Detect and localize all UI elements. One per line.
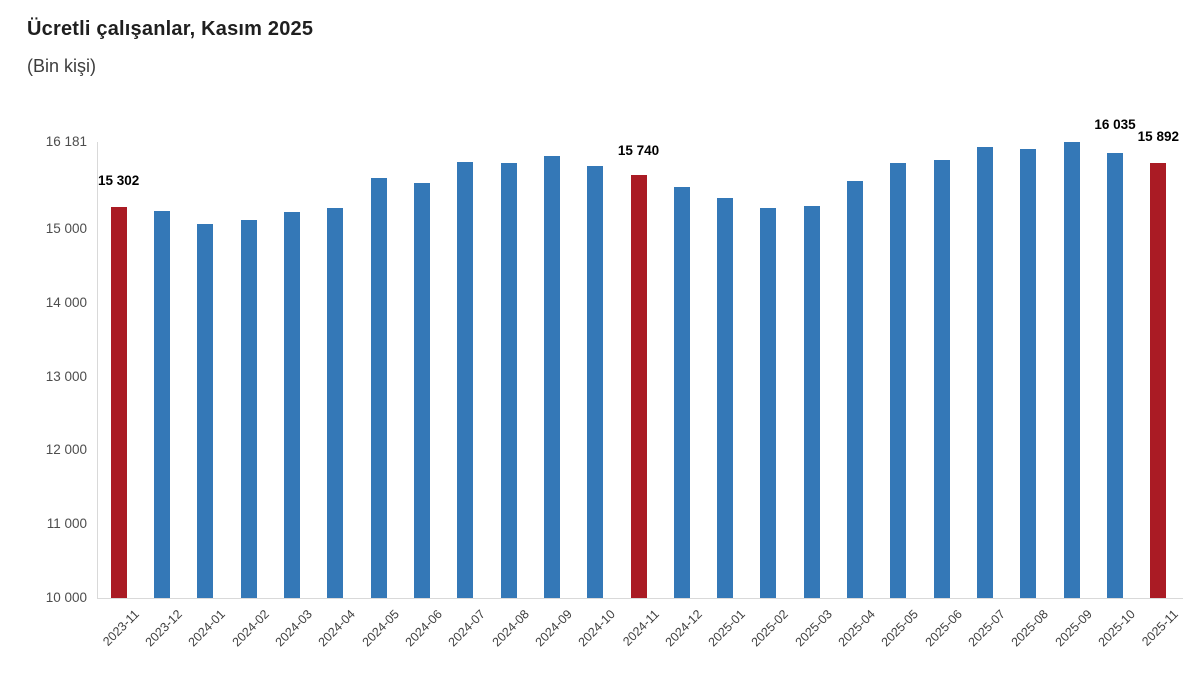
x-tick-label: 2025-10 bbox=[1095, 607, 1138, 650]
x-tick-label: 2024-08 bbox=[489, 607, 532, 650]
bar-value-label: 15 740 bbox=[617, 142, 660, 158]
bar-2024-02 bbox=[240, 219, 257, 598]
x-tick-label: 2024-05 bbox=[359, 607, 402, 650]
bar-2024-09 bbox=[543, 156, 560, 598]
y-tick-label: 13 000 bbox=[45, 368, 87, 384]
bar-value-label: 15 892 bbox=[1137, 129, 1179, 145]
x-tick-label: 2025-08 bbox=[1008, 607, 1052, 650]
x-axis-line bbox=[97, 598, 1183, 599]
bar-2023-11 bbox=[110, 206, 127, 598]
x-tick-label: 2023-12 bbox=[142, 607, 185, 650]
bar-2025-02 bbox=[760, 207, 777, 598]
bar-2024-01 bbox=[197, 224, 214, 598]
y-tick-label: 11 000 bbox=[46, 516, 87, 532]
x-tick-label: 2025-09 bbox=[1052, 607, 1095, 650]
x-tick-label: 2024-02 bbox=[229, 607, 272, 650]
x-tick-label: 2024-01 bbox=[185, 607, 229, 650]
x-tick-label: 2023-11 bbox=[99, 607, 142, 649]
y-tick-label: 15 000 bbox=[45, 221, 87, 237]
bar-2025-10 bbox=[1107, 152, 1124, 598]
bar-2025-03 bbox=[803, 206, 820, 598]
x-tick-label: 2024-06 bbox=[402, 607, 445, 650]
bar-2024-05 bbox=[370, 178, 387, 598]
bar-2023-12 bbox=[153, 211, 170, 598]
x-tick-label: 2025-02 bbox=[749, 607, 792, 650]
y-tick-label: 14 000 bbox=[45, 294, 87, 310]
x-tick-label: 2024-10 bbox=[575, 607, 619, 650]
y-axis-line bbox=[97, 142, 98, 598]
x-tick-label: 2024-07 bbox=[445, 607, 489, 650]
bar-2025-01 bbox=[717, 198, 734, 598]
x-tick-label: 2025-06 bbox=[922, 607, 965, 650]
x-tick-label: 2025-01 bbox=[705, 607, 749, 650]
bar-2024-03 bbox=[283, 211, 300, 598]
y-tick-label: 12 000 bbox=[45, 442, 87, 458]
bar-value-label: 16 035 bbox=[1094, 116, 1136, 132]
x-tick-label: 2025-07 bbox=[965, 607, 1008, 650]
bar-2024-08 bbox=[500, 163, 517, 598]
bar-2025-09 bbox=[1063, 142, 1080, 598]
bar-2024-12 bbox=[673, 187, 690, 598]
x-tick-label: 2025-05 bbox=[878, 607, 922, 650]
x-tick-label: 2024-09 bbox=[532, 607, 575, 650]
bar-2025-08 bbox=[1020, 148, 1037, 598]
y-tick-label: 16 181 bbox=[45, 134, 87, 149]
bar-2024-06 bbox=[413, 183, 430, 598]
x-tick-label: 2025-03 bbox=[792, 607, 835, 650]
bar-2024-07 bbox=[457, 162, 474, 598]
bar-2025-04 bbox=[847, 181, 864, 598]
bar-2024-04 bbox=[327, 207, 344, 598]
chart-title: Ücretli çalışanlar, Kasım 2025 bbox=[27, 18, 314, 40]
x-tick-label: 2024-04 bbox=[315, 607, 359, 650]
bar-2025-07 bbox=[977, 147, 994, 598]
y-tick-label: 10 000 bbox=[45, 590, 87, 605]
chart-subtitle: (Bin kişi) bbox=[27, 56, 97, 76]
x-tick-label: 2024-03 bbox=[272, 607, 315, 650]
bar-2025-11 bbox=[1150, 163, 1167, 598]
x-tick-label: 2024-11 bbox=[619, 607, 662, 649]
bar-2025-05 bbox=[890, 163, 907, 598]
bar-2024-11 bbox=[630, 174, 647, 598]
bar-2025-06 bbox=[933, 159, 950, 598]
bar-value-label: 15 302 bbox=[98, 172, 140, 188]
x-tick-label: 2025-04 bbox=[835, 607, 878, 650]
x-tick-label: 2024-12 bbox=[662, 607, 705, 650]
x-tick-label: 2025-11 bbox=[1139, 607, 1182, 649]
bar-2024-10 bbox=[587, 165, 604, 598]
